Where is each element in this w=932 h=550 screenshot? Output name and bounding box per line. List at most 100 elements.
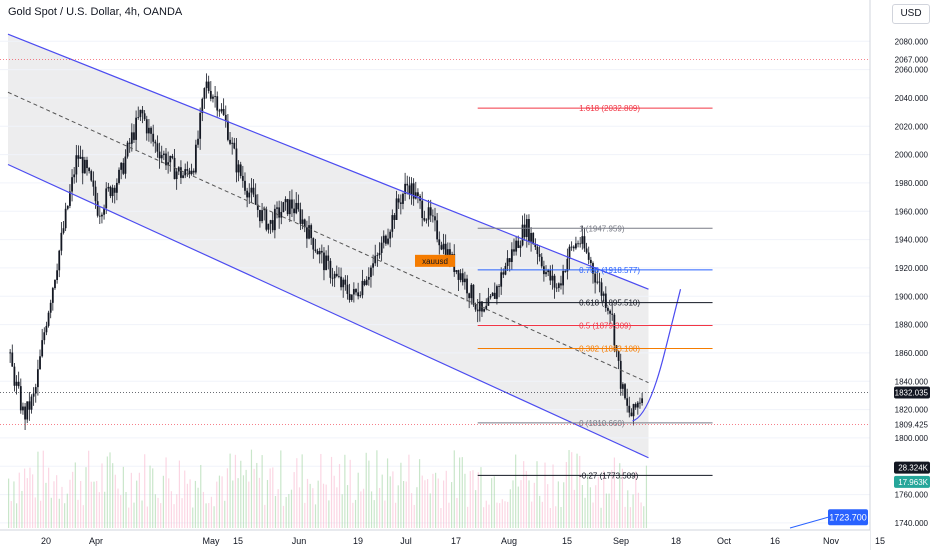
candle-body: [566, 258, 569, 272]
y-tick-label: 1940.000: [895, 236, 929, 245]
volume-bar: [216, 481, 218, 528]
candle-body: [572, 246, 575, 249]
candle-body: [263, 209, 266, 211]
candle-body: [171, 155, 174, 158]
volume-bar: [472, 470, 474, 528]
projection-target-box: [828, 509, 868, 526]
volume-bar: [557, 481, 559, 528]
candle-body: [320, 250, 323, 253]
volume-bar: [133, 502, 135, 528]
fib-level-label: 0.786 (1918.577): [579, 266, 640, 275]
candle-body: [577, 243, 579, 245]
volume-bar: [560, 506, 562, 528]
candle-body: [335, 273, 338, 277]
volume-bar: [104, 491, 106, 528]
candle-body: [54, 279, 56, 289]
volume-bar: [245, 469, 247, 528]
candle-body: [389, 231, 392, 239]
candle-body: [303, 219, 306, 228]
candle-body: [186, 169, 189, 171]
volume-bar: [597, 476, 599, 528]
y-tick-label: 1820.000: [895, 406, 929, 415]
volume-bar: [376, 450, 378, 528]
volume-bar: [584, 497, 586, 528]
candle-body: [342, 279, 345, 288]
candle-body: [487, 297, 490, 306]
candle-body: [94, 186, 97, 202]
y-tick-label: 1980.000: [895, 179, 929, 188]
candle-body: [461, 273, 464, 283]
volume-bar: [587, 473, 589, 528]
candle-body: [111, 187, 114, 197]
candle-body: [273, 208, 276, 231]
volume-bar: [176, 494, 178, 528]
volume-bar: [338, 464, 341, 528]
volume-bar: [16, 503, 18, 528]
volume-bar: [320, 453, 322, 528]
candle-body: [466, 278, 468, 294]
volume-bar: [317, 480, 319, 528]
volume-bar: [274, 495, 277, 528]
volume-bar: [181, 498, 183, 528]
y-tick-label: 2000.000: [895, 151, 929, 160]
symbol-tag: [415, 254, 455, 267]
candle-body: [122, 162, 125, 174]
volume-bar: [613, 457, 616, 528]
volume-bar: [117, 488, 119, 528]
volume-bar: [160, 503, 162, 528]
volume-bar: [288, 494, 290, 528]
volume-bar: [426, 479, 429, 528]
candle-body: [284, 199, 287, 203]
currency-button[interactable]: USD: [892, 4, 930, 24]
volume-bar: [341, 494, 343, 528]
candle-body: [11, 352, 14, 367]
volume-bar: [130, 472, 132, 528]
y-tick-label: 1800.000: [895, 434, 929, 443]
candle-body: [598, 281, 601, 283]
volume-bar: [533, 482, 535, 528]
candle-body: [436, 220, 439, 240]
volume-bar: [370, 491, 373, 528]
candle-body: [241, 175, 244, 181]
candle-body: [634, 404, 637, 408]
candle-body: [624, 384, 626, 399]
volume-bar: [258, 477, 261, 528]
volume-bar: [408, 454, 410, 528]
volume-bar: [122, 466, 124, 528]
candle-body: [344, 279, 347, 285]
volume-bar: [629, 507, 632, 528]
candle-body: [64, 208, 67, 229]
candle-body: [15, 381, 18, 386]
candle-body: [427, 207, 430, 220]
volume-bar: [29, 467, 31, 528]
volume-bar: [285, 496, 287, 528]
volume-bar: [621, 468, 624, 528]
candle-body: [259, 209, 261, 222]
fib-level-label: 0.382 (1863.108): [579, 345, 640, 354]
volume-bar: [523, 461, 525, 528]
volume-bar: [189, 479, 191, 528]
volume-bar: [93, 481, 95, 528]
candle-body: [246, 190, 249, 198]
volume-bar: [50, 497, 52, 528]
candle-body: [188, 170, 191, 175]
candle-body: [216, 96, 219, 111]
volume-bar: [603, 470, 605, 528]
volume-bar: [168, 478, 170, 528]
volume-bar: [208, 503, 210, 528]
candle-body: [250, 187, 253, 193]
candle-body: [205, 81, 208, 89]
volume-bar: [392, 471, 394, 528]
volume-bar: [520, 480, 522, 528]
x-tick-label: 19: [353, 536, 363, 546]
y-tick-label: 1760.000: [895, 491, 929, 500]
volume-bar: [136, 480, 138, 528]
candle-body: [194, 144, 197, 173]
volume-bar: [98, 492, 100, 528]
candle-body: [402, 193, 404, 204]
candle-body: [523, 224, 526, 238]
candle-body: [540, 256, 543, 267]
candle-body: [585, 248, 588, 253]
candle-body: [376, 255, 379, 256]
